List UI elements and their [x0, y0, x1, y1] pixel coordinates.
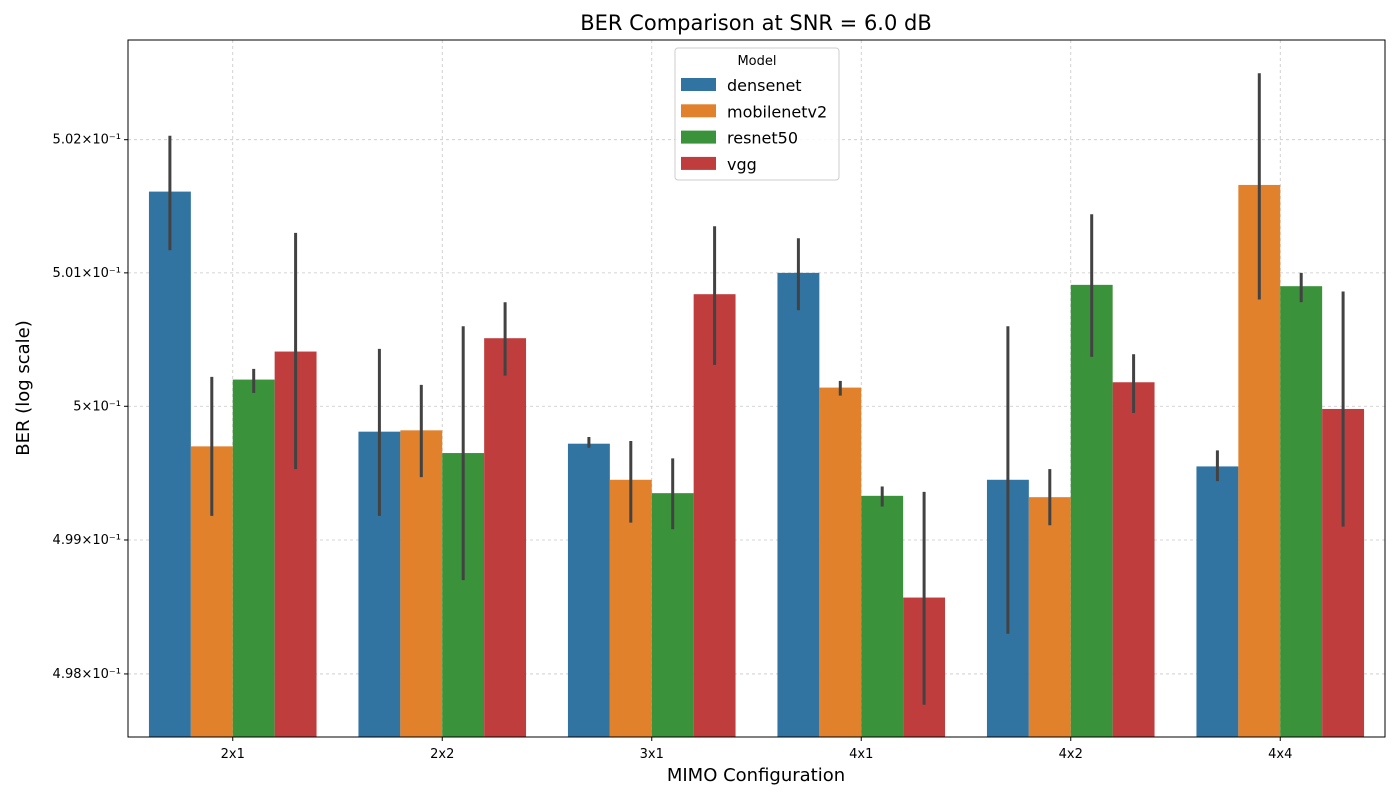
bar-resnet50-4x1 [861, 495, 904, 737]
bars [148, 184, 1365, 737]
y-axis-title: BER (log scale) [13, 320, 34, 456]
legend-swatch-resnet50 [681, 130, 716, 144]
bar-densenet-4x4 [1196, 466, 1239, 737]
x-axis-title: MIMO Configuration [667, 765, 845, 786]
y-tick-label: 5×10⁻¹ [73, 399, 121, 414]
x-tick-label: 4x1 [849, 747, 873, 762]
bar-mobilenetv2-4x2 [1028, 497, 1071, 737]
x-axis-ticks: 2x1 2x2 3x1 4x1 4x2 4x4 [221, 737, 1292, 762]
legend-swatch-mobilenetv2 [681, 104, 716, 118]
legend-label-mobilenetv2: mobilenetv2 [727, 102, 827, 121]
bar-resnet50-2x1 [232, 379, 275, 737]
x-tick-label: 2x1 [221, 747, 245, 762]
bar-mobilenetv2-2x2 [400, 430, 443, 737]
x-tick-label: 3x1 [640, 747, 664, 762]
chart-title: BER Comparison at SNR = 6.0 dB [580, 11, 932, 35]
legend-title: Model [737, 54, 776, 69]
y-tick-label: 5.01×10⁻¹ [53, 266, 121, 281]
x-tick-label: 4x2 [1059, 747, 1083, 762]
plot-area-frame [127, 39, 1386, 738]
y-tick-label: 4.98×10⁻¹ [53, 667, 121, 682]
y-axis-ticks: 4.98×10⁻¹ 4.99×10⁻¹ 5×10⁻¹ 5.01×10⁻¹ 5.02×10… [53, 133, 128, 682]
legend-label-resnet50: resnet50 [727, 129, 798, 148]
bar-densenet-3x1 [567, 443, 610, 737]
bar-mobilenetv2-3x1 [609, 479, 652, 737]
legend-label-densenet: densenet [727, 76, 802, 95]
legend: Model densenet mobilenetv2 resnet50 vgg [674, 47, 840, 181]
bar-densenet-2x1 [148, 191, 191, 737]
error-bars [168, 73, 1345, 705]
bar-resnet50-4x2 [1070, 284, 1113, 737]
bar-resnet50-3x1 [651, 493, 694, 737]
legend-label-vgg: vgg [727, 155, 757, 174]
bar-resnet50-4x4 [1280, 286, 1323, 737]
legend-swatch-densenet [681, 78, 716, 91]
bar-mobilenetv2-4x1 [819, 387, 862, 737]
x-tick-label: 4x4 [1268, 747, 1292, 762]
bar-densenet-4x1 [777, 272, 820, 737]
y-tick-label: 5.02×10⁻¹ [53, 133, 121, 148]
y-tick-label: 4.99×10⁻¹ [53, 533, 121, 548]
x-tick-label: 2x2 [430, 747, 454, 762]
bar-vgg-3x1 [693, 294, 736, 737]
legend-swatch-vgg [681, 156, 716, 170]
bar-vgg-4x2 [1112, 382, 1155, 737]
bar-vgg-2x2 [484, 338, 527, 737]
